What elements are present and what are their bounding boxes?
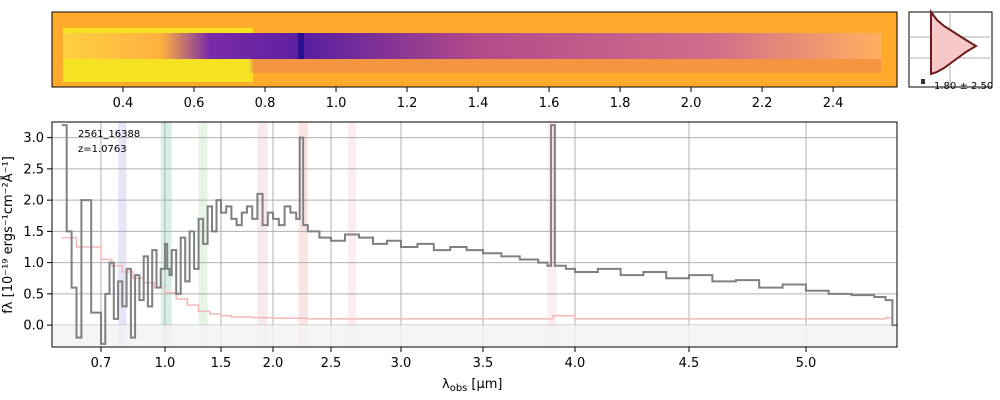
tick-label-2d: 2.0 xyxy=(681,96,702,111)
x-tick-label: 5.0 xyxy=(796,356,817,371)
tick-label-2d: 0.6 xyxy=(184,96,205,111)
tick-label-2d: 1.8 xyxy=(610,96,631,111)
x-tick-label: 4.0 xyxy=(565,356,586,371)
y-tick-label: 1.5 xyxy=(23,225,44,240)
y-axis-label: fλ [10⁻¹⁹ ergs⁻¹cm⁻²Å⁻¹] xyxy=(0,156,16,314)
line-marker-band xyxy=(160,122,172,347)
2d-spectrum-lower-trace xyxy=(250,59,881,73)
2d-spectrum-panel: 0.4 0.6 0.8 1.0 1.2 1.4 1.6 1.8 2.0 2.2 2.4 xyxy=(51,11,898,111)
x-axis-label-main: λ xyxy=(442,377,450,392)
x-tick-label: 2.0 xyxy=(263,356,284,371)
spectrum-line xyxy=(61,124,897,345)
x-axis-ticks: 0.7 1.0 1.5 2.0 2.5 3.0 3.5 4.0 4.5 5.0 xyxy=(91,347,817,371)
zero-band xyxy=(52,325,897,347)
2d-spectrum-x-ticks: 0.4 0.6 0.8 1.0 1.2 1.4 1.6 1.8 2.0 2.2 2.4 xyxy=(113,87,844,111)
tick-label-2d: 1.0 xyxy=(326,96,347,111)
tick-label-2d: 2.2 xyxy=(752,96,773,111)
y-tick-label: 1.0 xyxy=(23,256,44,271)
tick-label-2d: 0.4 xyxy=(113,96,134,111)
annotation-id: 2561_16388 xyxy=(78,129,140,140)
x-axis-label: λobs [μm] xyxy=(442,377,502,394)
x-axis-label-unit: [μm] xyxy=(471,377,502,392)
spectrum-line xyxy=(61,236,894,322)
x-tick-label: 3.0 xyxy=(391,356,412,371)
tick-label-2d: 1.4 xyxy=(468,96,489,111)
x-tick-label: 1.5 xyxy=(211,356,232,371)
pz-distribution-fill xyxy=(930,9,978,76)
line-marker-band xyxy=(298,122,308,347)
spectrum-series xyxy=(61,124,897,345)
tick-label-2d: 0.8 xyxy=(255,96,276,111)
pz-marker xyxy=(921,79,925,84)
2d-spectrum-trace xyxy=(63,33,881,59)
annotation-redshift: z=1.0763 xyxy=(78,144,127,155)
y-axis-ticks: 0.0 0.5 1.0 1.5 2.0 2.5 3.0 xyxy=(23,131,52,334)
x-axis-label-sub: obs xyxy=(450,383,468,394)
y-tick-label: 2.5 xyxy=(23,162,44,177)
x-tick-label: 0.7 xyxy=(91,356,112,371)
y-tick-label: 0.5 xyxy=(23,287,44,302)
tick-label-2d: 2.4 xyxy=(823,96,844,111)
x-tick-label: 3.5 xyxy=(473,356,494,371)
line-marker-band xyxy=(118,122,127,347)
tick-label-2d: 1.2 xyxy=(397,96,418,111)
x-tick-label: 4.5 xyxy=(679,356,700,371)
2d-spectrum-line-feature xyxy=(298,33,304,59)
y-tick-label: 0.0 xyxy=(23,319,44,334)
1d-spectrum-panel: 0.7 1.0 1.5 2.0 2.5 3.0 3.5 4.0 4.5 5.0 0.0 0.5 1.0… xyxy=(0,121,898,394)
tick-label-2d: 1.6 xyxy=(539,96,560,111)
plot-border xyxy=(51,121,898,348)
line-marker-band xyxy=(257,122,268,347)
pz-annotation: 1.80 ± 2.50 xyxy=(934,81,993,92)
x-tick-label: 1.0 xyxy=(155,356,176,371)
y-tick-label: 2.0 xyxy=(23,194,44,209)
plot-frame xyxy=(52,122,897,347)
y-tick-label: 3.0 xyxy=(23,131,44,146)
x-tick-label: 2.5 xyxy=(321,356,342,371)
redshift-probability-panel: 1.80 ± 2.50 xyxy=(908,9,993,92)
